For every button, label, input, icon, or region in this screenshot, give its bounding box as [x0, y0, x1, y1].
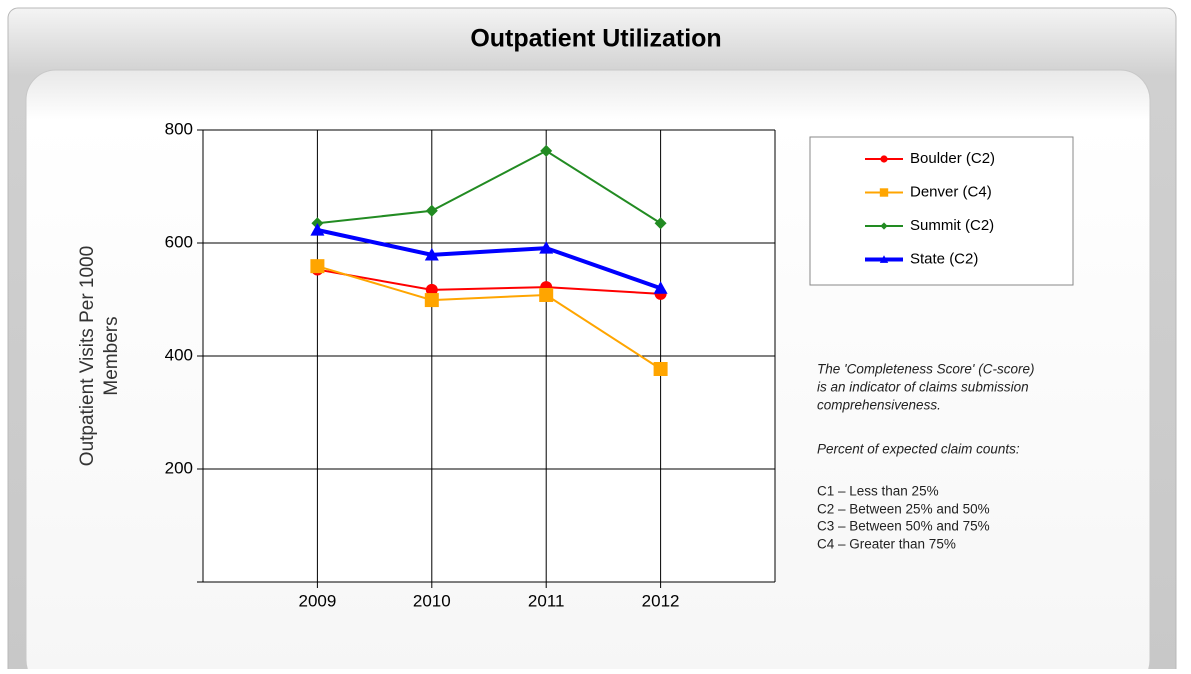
annotation: C1 – Less than 25% — [817, 484, 939, 499]
y-tick-label: 800 — [165, 119, 193, 138]
marker — [880, 155, 888, 163]
x-tick-label: 2009 — [298, 591, 336, 610]
marker — [424, 293, 439, 308]
legend-label: Summit (C2) — [910, 217, 994, 234]
marker — [425, 204, 438, 217]
marker — [539, 241, 554, 254]
marker — [310, 223, 325, 236]
y-axis-label: Outpatient Visits Per 1000 — [77, 246, 98, 466]
legend-label: Boulder (C2) — [910, 150, 995, 167]
marker — [880, 222, 888, 230]
x-tick-label: 2012 — [642, 591, 680, 610]
marker — [425, 283, 438, 296]
y-tick-label: 200 — [165, 458, 193, 477]
marker — [879, 255, 889, 263]
series-line — [317, 268, 661, 295]
marker — [424, 247, 439, 261]
x-tick-label: 2010 — [413, 591, 451, 610]
marker — [653, 361, 668, 376]
marker — [653, 281, 668, 294]
marker — [539, 287, 554, 302]
series-line — [317, 149, 662, 225]
y-axis-label: Members — [101, 316, 122, 395]
marker — [654, 217, 667, 230]
annotation: C3 – Between 50% and 75% — [817, 519, 990, 534]
chart-title: Outpatient Utilization — [470, 25, 721, 53]
legend-label: Denver (C4) — [910, 183, 992, 200]
marker — [540, 144, 553, 157]
marker — [310, 259, 325, 274]
series-line — [317, 265, 662, 370]
y-tick-label: 400 — [165, 345, 193, 364]
annotation: comprehensiveness. — [817, 398, 941, 413]
legend-label: State (C2) — [910, 250, 978, 267]
annotation: is an indicator of claims submission — [817, 380, 1029, 395]
marker — [879, 188, 889, 197]
annotation: The 'Completeness Score' (C-score) — [817, 362, 1034, 377]
annotation: Percent of expected claim counts: — [817, 442, 1020, 457]
series-line — [316, 228, 662, 291]
annotation: C4 – Greater than 75% — [817, 537, 956, 552]
y-tick-label: 600 — [165, 232, 193, 251]
legend — [809, 136, 1074, 286]
annotation: C2 – Between 25% and 50% — [817, 502, 990, 517]
x-tick-label: 2011 — [528, 591, 565, 610]
